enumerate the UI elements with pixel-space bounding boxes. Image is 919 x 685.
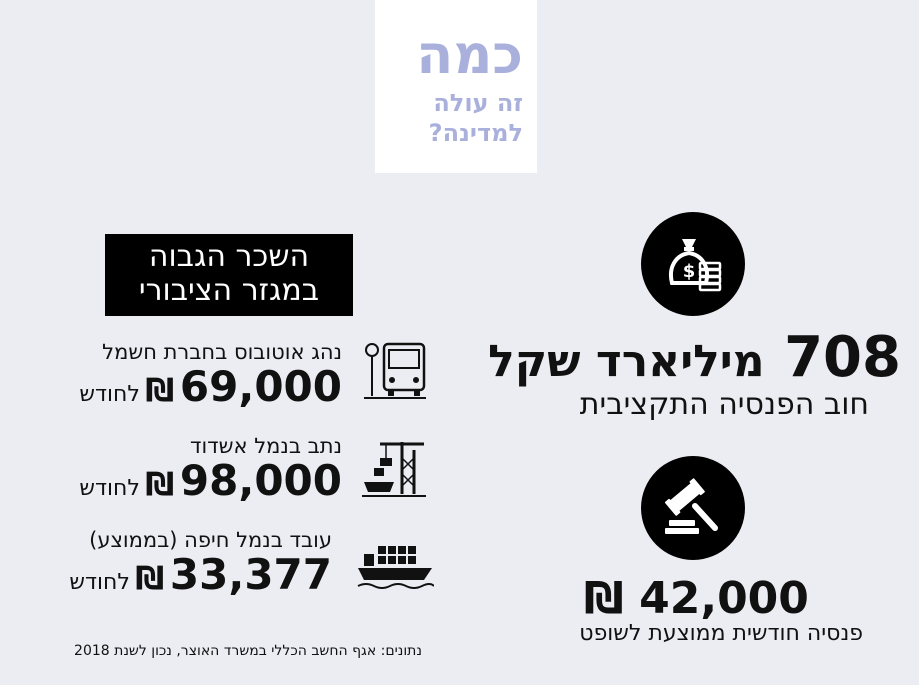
job-amount-port-pilot: 98,000 ₪ לחודש [79,460,342,502]
judge-pension-number: 42,000 [639,573,809,624]
title-line-3: למדינה? [428,119,523,147]
container-ship-icon [357,546,434,589]
job-number: 69,000 [179,362,342,411]
shekel-symbol: ₪ [145,465,175,503]
title-subtitle: זה עולה למדינה? [429,88,523,148]
pension-debt-amount-line: 708 מיליארד שקל [488,330,901,386]
job-label-port-pilot: נתב בנמל אשדוד [189,434,342,458]
shekel-symbol: ₪ [145,371,175,409]
pension-debt-number: 708 [784,325,901,390]
gavel-icon [641,456,745,560]
judge-pension-amount-line: 42,000 ₪ [584,577,809,621]
salaries-heading-line-2: במגזר הציבורי [138,272,320,308]
salaries-heading: השכר הגבוה במגזר הציבורי [105,234,353,316]
job-number: 98,000 [179,456,342,505]
title-box: כמה זה עולה למדינה? [375,0,537,173]
salaries-heading-line-1: השכר הגבוה [148,239,310,274]
svg-text:$: $ [683,261,696,282]
pension-debt-unit: מיליארד שקל [488,336,765,387]
job-unit: לחודש [79,382,140,407]
job-unit: לחודש [79,476,140,501]
title-line-2: זה עולה [433,89,523,117]
judge-pension-label: פנסיה חודשית ממוצעת לשופט [579,621,863,646]
pension-debt-label: חוב הפנסיה התקציבית [579,387,869,422]
job-amount-haifa-port-worker: 33,377 ₪ לחודש [69,554,332,596]
job-label-bus-driver: נהג אוטובוס בחברת חשמל [102,340,342,364]
bus-stop-icon [364,342,426,399]
job-number: 33,377 [169,550,332,599]
title-word: כמה [416,23,523,86]
port-crane-icon [362,442,426,497]
source-note: נתונים: אגף החשב הכללי במשרד האוצר, נכון… [74,643,422,659]
shekel-symbol: ₪ [135,559,165,597]
job-unit: לחודש [69,570,130,595]
money-bag-coins-icon: $ [641,212,745,316]
job-amount-bus-driver: 69,000 ₪ לחודש [79,366,342,408]
shekel-symbol: ₪ [584,573,624,624]
job-label-haifa-port-worker: עובד בנמל חיפה (בממוצע) [89,528,332,552]
